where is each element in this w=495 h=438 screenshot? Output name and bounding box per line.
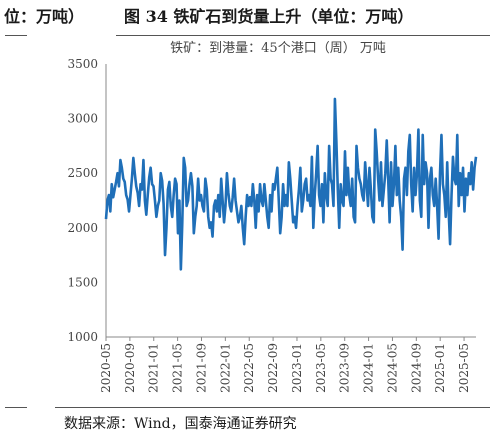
chart-title: 铁矿：到港量：45个港口（周） 万吨 <box>170 41 386 56</box>
y-tick-label: 1500 <box>67 275 98 289</box>
x-tick-label: 2025-01 <box>433 343 447 393</box>
bottom-rule <box>55 407 490 408</box>
x-tick-label: 2022-01 <box>218 343 232 393</box>
top-rule <box>116 35 490 36</box>
series-line-arrivals <box>104 97 478 271</box>
x-tick-label: 2024-01 <box>362 343 376 393</box>
y-tick-label: 3000 <box>67 112 98 126</box>
figure-title: 图 34 铁矿石到货量上升（单位：万吨） <box>124 7 414 26</box>
header: 位：万吨） 图 34 铁矿石到货量上升（单位：万吨） <box>0 4 495 30</box>
x-tick-label: 2020-05 <box>99 343 113 393</box>
y-tick-label: 2000 <box>67 221 98 235</box>
x-tick-label: 2022-05 <box>242 343 256 393</box>
x-tick-label: 2021-09 <box>194 343 208 393</box>
x-tick-label: 2023-01 <box>290 343 304 393</box>
y-tick-label: 2500 <box>67 166 98 180</box>
top-rule-left <box>5 35 27 36</box>
y-tick-label: 1000 <box>67 330 98 344</box>
y-axis: 1000 1500 2000 2500 3000 3500 <box>67 57 98 344</box>
x-axis: 2020-05 2020-09 2021-01 2021-05 2021-09 2022-… <box>99 337 471 393</box>
x-tick-label: 2021-05 <box>171 343 185 393</box>
x-tick-label: 2020-09 <box>123 343 137 393</box>
previous-figure-caption: 位：万吨） <box>4 7 85 26</box>
x-tick-label: 2022-09 <box>266 343 280 393</box>
x-tick-label: 2024-05 <box>385 343 399 393</box>
x-tick-label: 2021-01 <box>147 343 161 393</box>
x-tick-label: 2024-09 <box>409 343 423 393</box>
chart: 铁矿：到港量：45个港口（周） 万吨 1000 1500 2000 2500 3000 3… <box>67 41 478 393</box>
x-tick-label: 2025-05 <box>457 343 471 393</box>
y-tick-label: 3500 <box>67 57 98 71</box>
bottom-rule-left <box>5 407 27 408</box>
x-tick-label: 2023-09 <box>338 343 352 393</box>
x-tick-label: 2023-05 <box>314 343 328 393</box>
source-note: 数据来源：Wind，国泰海通证券研究 <box>64 416 297 432</box>
